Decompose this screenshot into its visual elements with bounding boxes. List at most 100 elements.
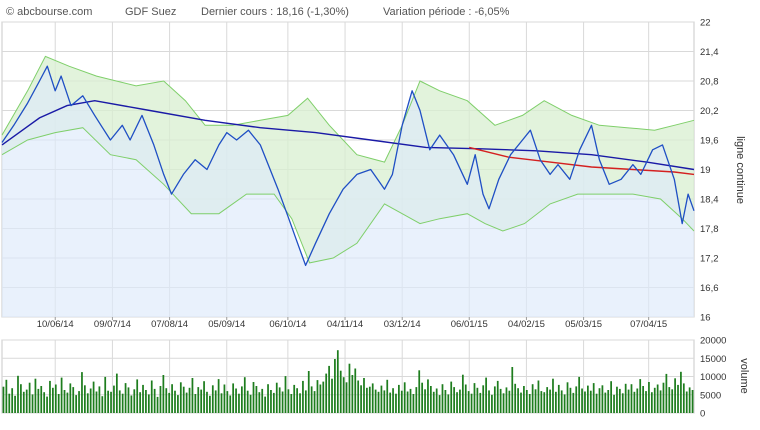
volume-bar [243, 377, 246, 413]
volume-bar [168, 392, 171, 413]
volume-bar [557, 384, 560, 413]
volume-bar [334, 359, 336, 413]
volume-bar [75, 395, 78, 413]
volume-bar [424, 389, 426, 413]
volume-bar [688, 387, 691, 413]
volume-bar [555, 391, 557, 413]
header-source: © abcbourse.com [6, 6, 92, 18]
volume-bar [316, 380, 319, 413]
x-tick-label: 05/09/14 [208, 319, 245, 330]
volume-bar [656, 384, 659, 413]
volume-bar [124, 383, 127, 413]
volume-bar [552, 378, 554, 413]
volume-bar [37, 388, 40, 413]
volume-bar [491, 394, 493, 414]
volume-bar [543, 392, 546, 413]
volume-bar [691, 390, 694, 413]
volume-bar [485, 377, 487, 413]
volume-bar [238, 393, 240, 413]
volume-bar [336, 350, 339, 413]
volume-bar [467, 391, 470, 413]
volume-bar [671, 389, 674, 413]
volume-bar [674, 378, 676, 413]
volume-bar [624, 383, 627, 413]
volume-bar [601, 385, 604, 413]
volume-bar [17, 375, 19, 413]
volume-bar [147, 394, 150, 413]
volume-bar [598, 388, 601, 413]
volume-bar [98, 386, 101, 413]
price-y-tick-label: 20,8 [700, 77, 719, 88]
volume-bar [595, 393, 598, 413]
volume-bar [560, 390, 563, 413]
volume-bar [677, 384, 679, 413]
header-last-price: Dernier cours : 18,16 (-1,30%) [201, 6, 349, 18]
volume-bar [508, 390, 511, 413]
volume-bar [371, 383, 374, 413]
volume-bar [627, 389, 630, 413]
volume-bar [8, 393, 11, 413]
x-tick-label: 10/06/14 [37, 319, 74, 330]
volume-bar [322, 381, 325, 413]
volume-bar [685, 391, 688, 413]
volume-bar [534, 389, 537, 413]
volume-bar [296, 388, 298, 413]
volume-bar [395, 393, 397, 413]
volume-bar [520, 392, 522, 413]
volume-y-tick-label: 5000 [700, 390, 721, 401]
x-tick-label: 03/12/14 [384, 319, 421, 330]
volume-bar [659, 390, 662, 413]
volume-bar [528, 394, 531, 413]
volume-bar [607, 390, 610, 413]
volume-bar [665, 373, 668, 413]
volume-bar [459, 389, 461, 413]
volume-bar [49, 380, 51, 413]
volume-bar [630, 384, 633, 413]
volume-bar [592, 383, 595, 413]
volume-bar [587, 385, 589, 413]
volume-bar [319, 384, 322, 413]
volume-bar [11, 388, 14, 413]
volume-bar [110, 391, 112, 413]
volume-bar [34, 378, 37, 413]
volume-bar [418, 370, 421, 413]
volume-bar [517, 388, 519, 413]
volume-bar [456, 392, 458, 413]
volume-bar [493, 386, 496, 413]
volume-bar [639, 379, 642, 413]
moving-average-long-line [1, 99, 695, 171]
volume-bar [470, 393, 473, 413]
volume-bar [328, 365, 330, 413]
volume-bar [229, 395, 232, 413]
volume-bar [5, 379, 8, 413]
volume-bar [389, 392, 392, 413]
volume-bar [386, 379, 389, 413]
x-tick-label: 07/08/14 [151, 319, 188, 330]
volume-bar [398, 384, 400, 413]
volume-bar [476, 387, 479, 413]
volume-bar [464, 384, 467, 413]
volume-bar [139, 392, 141, 413]
price-line [1, 65, 695, 267]
volume-bar [383, 390, 386, 413]
price-y-tick-label: 17,2 [700, 254, 719, 265]
volume-bar [275, 382, 278, 413]
volume-bar [22, 391, 25, 413]
volume-bar [610, 381, 612, 413]
volume-bar [511, 367, 514, 413]
volume-bar [153, 388, 156, 413]
price-y-tick-label: 17,8 [700, 224, 719, 235]
volume-bar [447, 394, 450, 413]
x-tick-label: 04/11/14 [327, 319, 363, 330]
volume-bar [232, 383, 235, 413]
volume-bar [191, 378, 194, 413]
volume-bar [220, 393, 223, 413]
volume-bar [636, 388, 639, 413]
volume-bar [86, 393, 89, 413]
price-y-tick-label: 20,2 [700, 106, 719, 117]
header-stock: GDF Suez [125, 6, 176, 18]
volume-bar [345, 382, 348, 413]
volume-bar [473, 383, 476, 413]
volume-bar [267, 384, 269, 413]
volume-bar [505, 387, 508, 413]
